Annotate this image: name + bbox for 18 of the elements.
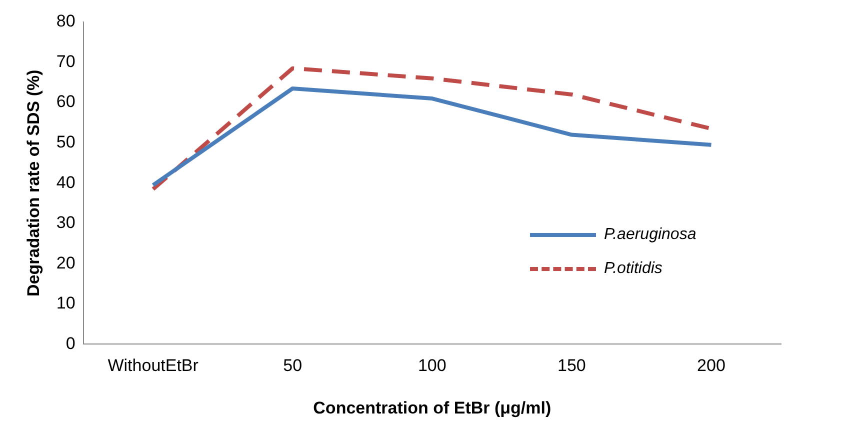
x-tick-label: 50 [283, 356, 302, 376]
y-tick-label: 20 [56, 253, 76, 272]
y-tick-label: 40 [56, 172, 76, 192]
legend-label: P.aeruginosa [604, 226, 696, 244]
y-tick-label: 0 [66, 334, 76, 353]
y-tick-label: 80 [56, 12, 76, 31]
y-axis-title: Degradation rate of SDS (%) [24, 70, 43, 296]
y-tick-label: 50 [56, 132, 76, 152]
x-tick-label: 100 [418, 356, 446, 376]
y-tick-label: 70 [56, 52, 76, 71]
x-axis-title: Concentration of EtBr (μg/ml) [313, 398, 552, 418]
y-tick-label: 60 [56, 92, 76, 112]
x-tick-label: WithoutEtBr [108, 356, 199, 376]
y-tick-label: 30 [56, 213, 76, 232]
x-tick-label: 150 [558, 356, 586, 376]
legend-label: P.otitidis [604, 260, 662, 278]
x-tick-label: 200 [697, 356, 726, 376]
y-tick-label: 10 [56, 294, 76, 313]
